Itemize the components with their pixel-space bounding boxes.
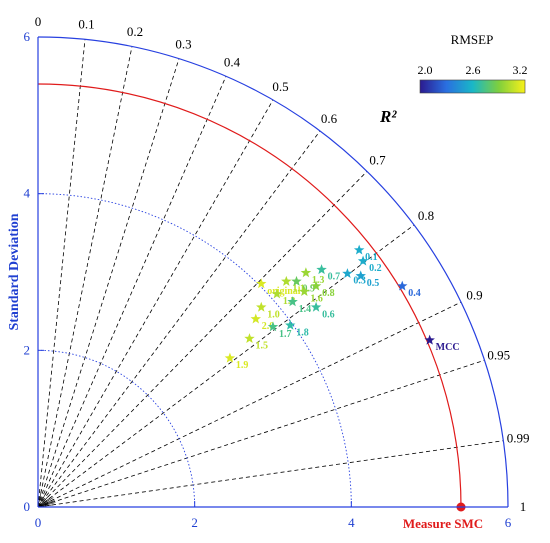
colorbar-title: RMSEP	[451, 32, 494, 47]
point-marker	[424, 334, 435, 345]
correlation-tick-label: 0.2	[127, 24, 143, 39]
correlation-tick-label: 0.95	[487, 348, 510, 363]
x-tick-label: 4	[348, 515, 355, 530]
y-tick-label: 6	[24, 29, 31, 44]
x-tick-label: 0	[35, 515, 42, 530]
origin-fan-line	[37, 502, 56, 508]
point-marker	[299, 286, 310, 297]
point-label: 0.6	[322, 309, 335, 320]
correlation-line	[37, 224, 415, 508]
point-label: 0.7	[328, 272, 341, 283]
correlation-line	[37, 99, 274, 508]
correlation-line	[37, 76, 227, 508]
point-marker	[285, 319, 296, 330]
point-label: 1.3	[312, 275, 325, 286]
correlation-tick-label: 0	[35, 14, 42, 29]
point-label: 1.6	[310, 294, 323, 305]
colorbar-tick: 2.6	[466, 63, 481, 77]
correlation-line	[37, 58, 180, 508]
points-layer: original1.31.10.90.80.71.61.21.01.40.62.…	[224, 244, 460, 371]
point-label: 1.7	[279, 329, 292, 340]
point-marker	[397, 280, 408, 291]
correlation-tick-label: 0.4	[224, 54, 241, 69]
point-marker	[256, 278, 267, 289]
point-label: 0.9	[303, 283, 316, 294]
point-marker	[271, 288, 283, 299]
x-axis-label: Measure SMC	[403, 516, 483, 531]
point-label: 0.8	[322, 288, 335, 299]
point-marker	[244, 333, 255, 344]
grid-layer	[37, 39, 504, 508]
point-marker	[250, 313, 261, 324]
y-tick-label: 4	[24, 186, 31, 201]
point-marker	[355, 270, 366, 281]
origin-fan-line	[37, 497, 54, 508]
point-marker	[353, 244, 365, 255]
point-marker	[291, 275, 302, 286]
point-marker	[287, 296, 298, 307]
std-dev-arc	[37, 193, 352, 508]
point-label: 1.0	[267, 309, 280, 320]
point-label: 2.0	[262, 321, 275, 332]
y-axis-label: Standard Deviation	[7, 213, 22, 330]
origin-fan-line	[37, 493, 51, 508]
x-tick-label: 6	[505, 515, 512, 530]
point-marker	[310, 301, 322, 312]
point-marker	[281, 275, 292, 286]
std-dev-arc	[37, 349, 196, 508]
point-marker	[357, 255, 369, 266]
reference-arc	[37, 83, 462, 508]
correlation-line	[37, 440, 504, 508]
correlation-tick-label: 0.6	[321, 111, 338, 126]
outer-arc	[37, 36, 509, 508]
point-label: 1.4	[299, 304, 312, 315]
correlation-line	[37, 46, 133, 508]
point-marker	[342, 268, 353, 279]
correlation-label: R²	[379, 107, 397, 126]
point-marker	[300, 267, 312, 278]
correlation-tick-label: 1	[520, 499, 527, 514]
point-label: 0.3	[353, 276, 366, 287]
point-label: 0.2	[369, 263, 382, 274]
point-marker	[256, 301, 267, 312]
correlation-line	[37, 130, 321, 508]
correlation-line	[37, 39, 86, 508]
point-label: 1.8	[296, 327, 309, 338]
point-label: 0.4	[408, 288, 421, 299]
correlation-line	[37, 171, 368, 508]
correlation-tick-label: 0.3	[175, 36, 191, 51]
correlation-tick-label: 0.1	[78, 16, 94, 31]
correlation-tick-label: 0.8	[418, 208, 434, 223]
point-label: 0.5	[367, 278, 380, 289]
point-label: MCC	[436, 342, 460, 353]
correlation-tick-label: 0.7	[369, 153, 386, 168]
point-marker	[224, 352, 236, 363]
origin-fan-line	[37, 491, 48, 508]
point-label: 0.1	[365, 252, 378, 263]
colorbar: RMSEP 2.0 2.6 3.2	[418, 32, 528, 94]
colorbar-tick: 3.2	[513, 63, 528, 77]
correlation-line	[37, 359, 485, 508]
point-marker	[267, 321, 279, 332]
colorbar-tick: 2.0	[418, 63, 433, 77]
x-tick-label: 2	[191, 515, 198, 530]
point-label: 1.1	[292, 283, 305, 294]
correlation-tick-label: 0.5	[272, 79, 288, 94]
correlation-tick-label: 0.99	[507, 431, 530, 446]
point-label: 1.5	[256, 341, 269, 352]
correlation-line	[37, 301, 462, 508]
correlation-tick-label: 0.9	[466, 288, 482, 303]
point-marker	[316, 264, 327, 275]
point-marker	[310, 280, 322, 291]
y-tick-label: 2	[24, 342, 31, 357]
y-tick-label: 0	[24, 499, 31, 514]
point-label: 1.9	[236, 360, 249, 371]
axis-layer: 0 0.1 0.20.30.40.50.60.70.80.90.950.991002…	[24, 14, 530, 530]
point-label: original	[267, 286, 301, 297]
colorbar-gradient	[419, 79, 526, 94]
